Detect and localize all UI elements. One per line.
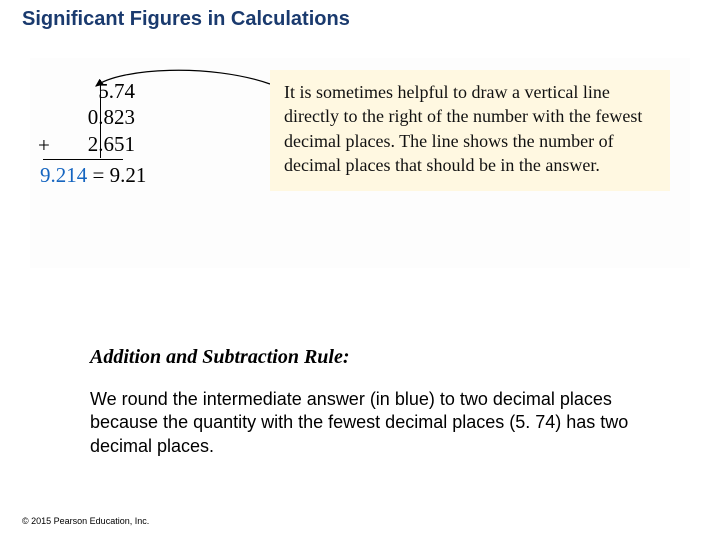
copyright-notice: © 2015 Pearson Education, Inc. bbox=[22, 516, 149, 526]
rule-body-text: We round the intermediate answer (in blu… bbox=[90, 388, 630, 458]
callout-arrow bbox=[90, 68, 290, 178]
figure-area: 5.74 0.823 2.651 + 9.214 = 9.21 It is so… bbox=[30, 58, 690, 268]
rule-heading: Addition and Subtraction Rule: bbox=[90, 346, 350, 369]
page-title: Significant Figures in Calculations bbox=[22, 8, 350, 31]
plus-operator: + bbox=[38, 132, 50, 158]
arrow-path bbox=[96, 70, 270, 86]
intermediate-result: 9.214 bbox=[40, 163, 87, 187]
tip-callout: It is sometimes helpful to draw a vertic… bbox=[270, 70, 670, 191]
